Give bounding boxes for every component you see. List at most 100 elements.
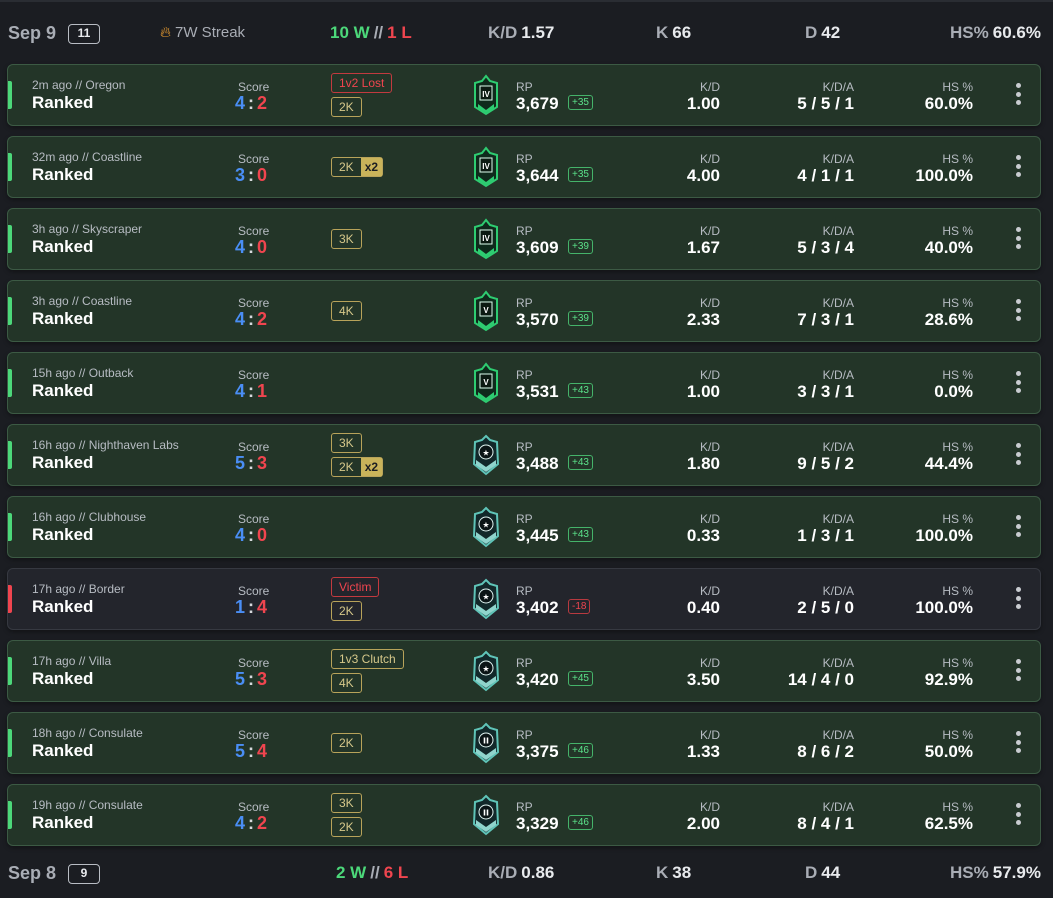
match-score: 5:4 <box>235 741 267 762</box>
enemy-score: 0 <box>257 237 268 257</box>
rank-badge-icon: IV <box>471 146 501 188</box>
match-tag: Victim <box>331 577 380 597</box>
tag-label: 2K <box>339 820 354 834</box>
match-score: 4:0 <box>235 525 267 546</box>
kills-value: 66 <box>672 23 692 42</box>
hs-value: 62.5% <box>924 814 973 833</box>
enemy-score: 3 <box>257 453 268 473</box>
match-row[interactable]: 19h ago // Consulate Ranked Score 4:2 3K 2K II… <box>7 784 1041 846</box>
wins: 10 W <box>330 23 370 42</box>
match-row[interactable]: 16h ago // Clubhouse Ranked Score 4:0 ★ RP 3,4… <box>7 496 1041 558</box>
match-tag: 2K <box>331 817 362 837</box>
kd-label: K/D <box>699 512 720 526</box>
kda-value: 4 / 1 / 1 <box>797 166 854 185</box>
kda-label: K/D/A <box>822 80 854 94</box>
rp-label: RP <box>516 800 533 814</box>
match-row[interactable]: 15h ago // Outback Ranked Score 4:1 V RP 3,531… <box>7 352 1041 414</box>
hs-value: 100.0% <box>915 166 973 185</box>
more-options-icon[interactable] <box>1014 803 1022 829</box>
more-options-icon[interactable] <box>1014 659 1022 685</box>
kd-value: 0.86 <box>521 863 555 882</box>
match-time-map: 17h ago // Villa <box>32 654 112 668</box>
kills-label: K <box>656 23 669 42</box>
rank-badge-icon: ★ <box>471 506 501 548</box>
hs-label: HS% <box>950 863 989 882</box>
day-kills: K 66 <box>656 23 691 43</box>
match-row[interactable]: 17h ago // Villa Ranked Score 5:3 1v3 Clutch… <box>7 640 1041 702</box>
hs-value: 100.0% <box>915 598 973 617</box>
kda-value: 3 / 3 / 1 <box>797 382 854 401</box>
match-row[interactable]: 32m ago // Coastline Ranked Score 3:0 2K x2 IV… <box>7 136 1041 198</box>
kda-label: K/D/A <box>822 584 854 598</box>
match-score: 5:3 <box>235 669 267 690</box>
team-score: 4 <box>235 381 246 401</box>
match-score: 3:0 <box>235 165 267 186</box>
more-options-icon[interactable] <box>1014 515 1022 541</box>
kda-value: 7 / 3 / 1 <box>797 310 854 329</box>
match-row[interactable]: 17h ago // Border Ranked Score 1:4 Victim 2K ★… <box>7 568 1041 630</box>
match-time-map: 2m ago // Oregon <box>32 78 126 92</box>
rp-delta-badge: +46 <box>568 815 593 830</box>
kd-label: K/D <box>699 80 720 94</box>
match-mode: Ranked <box>32 741 94 760</box>
match-time-map: 3h ago // Skyscraper <box>32 222 143 236</box>
more-options-icon[interactable] <box>1014 371 1022 397</box>
more-options-icon[interactable] <box>1014 83 1022 109</box>
match-row[interactable]: 3h ago // Skyscraper Ranked Score 4:0 3K IV RP… <box>7 208 1041 270</box>
kills-value: 38 <box>672 863 692 882</box>
rp-value: 3,488 <box>516 454 559 473</box>
match-tag: 2K x2 <box>331 457 384 477</box>
more-options-icon[interactable] <box>1014 299 1022 325</box>
kd-value: 2.00 <box>686 814 720 833</box>
match-time-map: 19h ago // Consulate <box>32 798 143 812</box>
more-options-icon[interactable] <box>1014 227 1022 253</box>
team-score: 4 <box>235 813 246 833</box>
match-tag: 1v2 Lost <box>331 73 393 93</box>
match-row[interactable]: 18h ago // Consulate Ranked Score 5:4 2K II RP… <box>7 712 1041 774</box>
svg-text:IV: IV <box>482 234 490 243</box>
hs-label: HS % <box>942 80 973 94</box>
kd-value: 0.33 <box>686 526 720 545</box>
score-label: Score <box>238 224 270 238</box>
result-indicator <box>8 225 12 253</box>
win-loss-summary: 2 W//6 L <box>336 863 408 883</box>
more-options-icon[interactable] <box>1014 587 1022 613</box>
rank-badge-icon: V <box>471 290 501 332</box>
wins: 2 W <box>336 863 367 882</box>
score-label: Score <box>238 512 270 526</box>
svg-text:II: II <box>483 809 489 818</box>
kda-label: K/D/A <box>822 800 854 814</box>
match-time-map: 16h ago // Nighthaven Labs <box>32 438 179 452</box>
hs-label: HS % <box>942 512 973 526</box>
tag-label: 2K <box>339 460 354 474</box>
hs-label: HS % <box>942 296 973 310</box>
kda-label: K/D/A <box>822 368 854 382</box>
hs-label: HS % <box>942 800 973 814</box>
kda-value: 8 / 4 / 1 <box>797 814 854 833</box>
top-divider <box>0 0 1053 2</box>
score-label: Score <box>238 80 270 94</box>
result-indicator <box>8 657 12 685</box>
match-row[interactable]: 16h ago // Nighthaven Labs Ranked Score 5:3… <box>7 424 1041 486</box>
kda-label: K/D/A <box>822 440 854 454</box>
more-options-icon[interactable] <box>1014 155 1022 181</box>
rank-badge-icon: IV <box>471 218 501 260</box>
rp-value: 3,375 <box>516 742 559 761</box>
kda-value: 14 / 4 / 0 <box>787 670 854 689</box>
match-row[interactable]: 2m ago // Oregon Ranked Score 4:2 1v2 Lost 2K… <box>7 64 1041 126</box>
win-loss-summary: 10 W//1 L <box>330 23 412 43</box>
match-mode: Ranked <box>32 525 94 544</box>
tag-label: 4K <box>339 304 354 318</box>
tag-label: 1v3 Clutch <box>339 652 396 666</box>
match-time-map: 15h ago // Outback <box>32 366 134 380</box>
kda-label: K/D/A <box>822 656 854 670</box>
match-tag: 3K <box>331 229 362 249</box>
rp-delta-badge: +43 <box>568 383 593 398</box>
losses: 1 L <box>387 23 412 42</box>
more-options-icon[interactable] <box>1014 731 1022 757</box>
more-options-icon[interactable] <box>1014 443 1022 469</box>
tag-label: 2K <box>339 604 354 618</box>
kda-label: K/D/A <box>822 296 854 310</box>
match-row[interactable]: 3h ago // Coastline Ranked Score 4:2 4K V RP 3,… <box>7 280 1041 342</box>
result-indicator <box>8 585 12 613</box>
